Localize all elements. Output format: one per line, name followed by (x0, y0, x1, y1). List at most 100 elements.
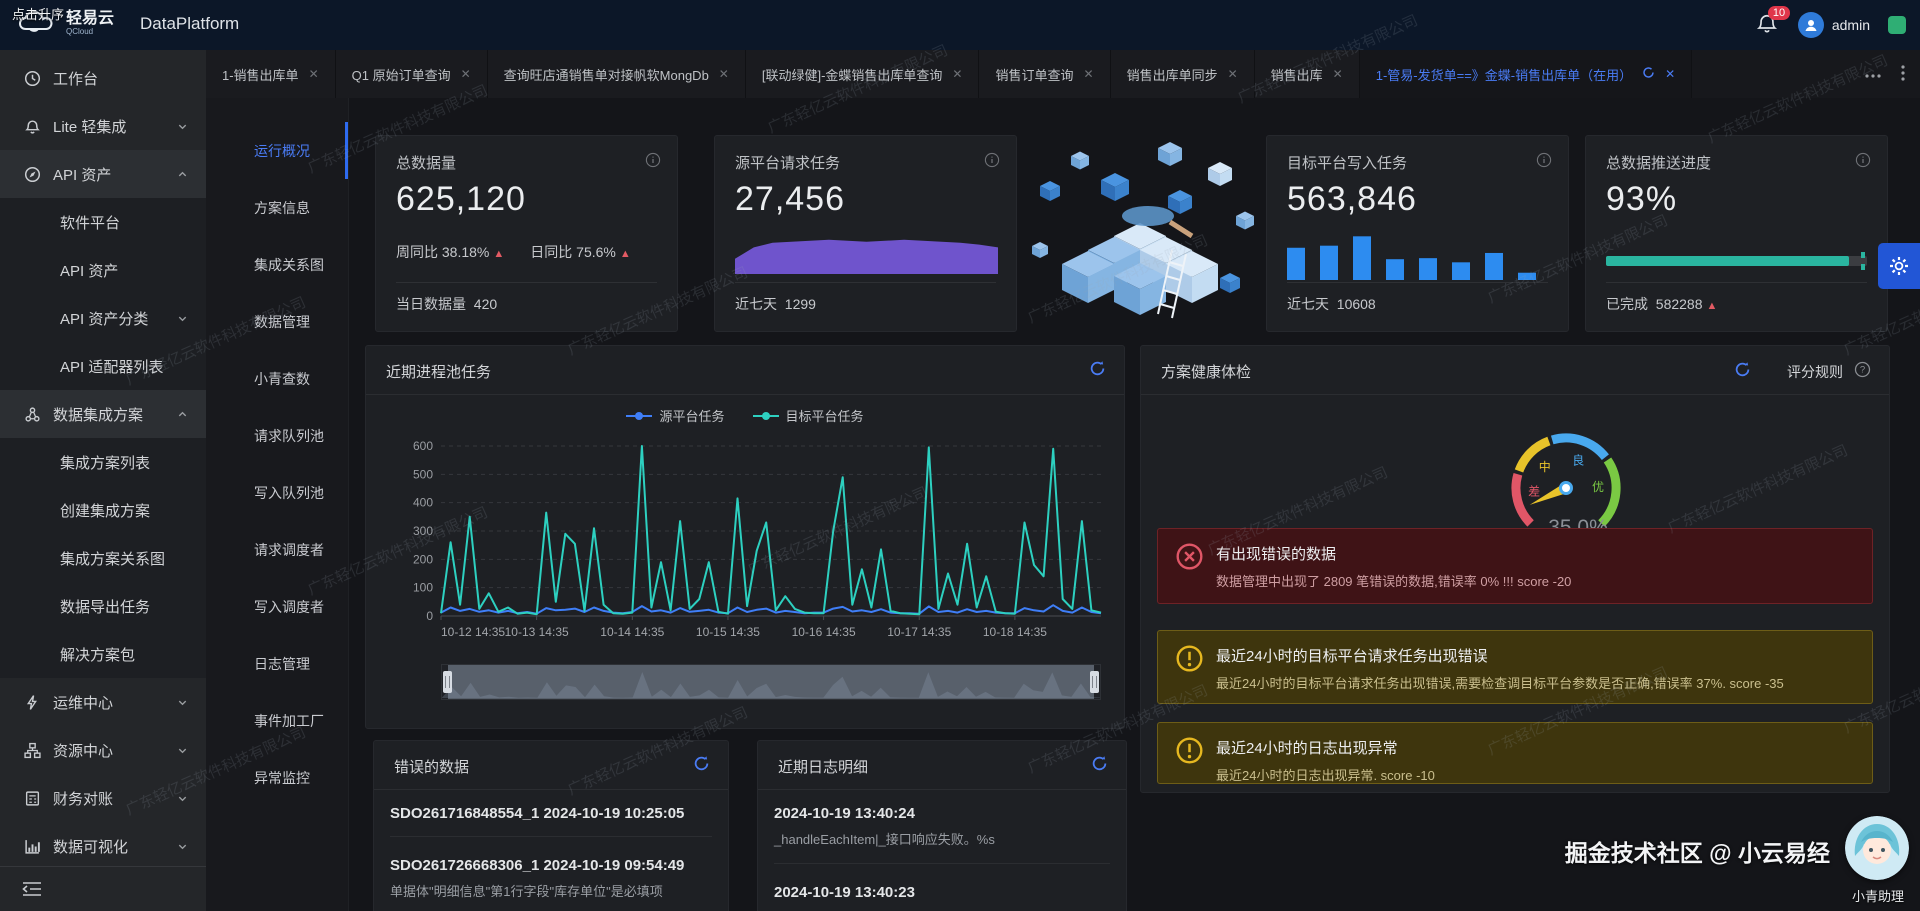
list-item[interactable]: SDO261726668306_1 2024-10-19 09:54:49 单据体… (390, 849, 712, 911)
info-icon[interactable] (1855, 152, 1871, 171)
cloud-logo-icon (18, 9, 58, 38)
list-item[interactable]: 2024-10-19 13:40:23_handleEachItem|_接口响应… (774, 876, 1110, 911)
alert-title: 最近24小时的目标平台请求任务出现错误 (1216, 648, 1488, 665)
refresh-icon[interactable] (693, 755, 710, 775)
submenu-item-7[interactable]: 请求调度者 (206, 521, 348, 578)
tab-close-icon[interactable]: ✕ (308, 67, 319, 81)
submenu-item-5[interactable]: 请求队列池 (206, 407, 348, 464)
legend-item[interactable]: 源平台任务 (626, 406, 725, 425)
chevron-down-icon (178, 748, 187, 753)
tab-item[interactable]: 1-管易-发货单==》金蝶-销售出库单（在用） ✕ (1359, 50, 1693, 98)
sidebar-item-11[interactable]: 数据导出任务 (0, 582, 206, 630)
tab-item[interactable]: 1-销售出库单 ✕ (206, 50, 336, 98)
info-icon[interactable] (984, 152, 1000, 171)
community-brand-text: 掘金技术社区 @ 小云易经 (1564, 840, 1830, 866)
sidebar-item-label: API 资产分类 (60, 310, 149, 328)
tab-refresh-icon[interactable] (1642, 66, 1655, 82)
tab-item[interactable]: Q1 原始订单查询 ✕ (335, 50, 488, 98)
tab-close-icon[interactable]: ✕ (1083, 67, 1094, 81)
submenu-item-11[interactable]: 异常监控 (206, 749, 348, 806)
chevron-down-icon (178, 844, 187, 849)
submenu-item-10[interactable]: 事件加工厂 (206, 692, 348, 749)
support-icon[interactable] (1888, 16, 1906, 34)
submenu-item-0[interactable]: 运行概况 (206, 122, 348, 179)
tab-close-icon[interactable]: ✕ (1227, 67, 1238, 81)
settings-button[interactable] (1878, 243, 1920, 289)
divider (735, 282, 996, 283)
sidebar-item-9[interactable]: 创建集成方案 (0, 486, 206, 534)
submenu-item-8[interactable]: 写入调度者 (206, 578, 348, 635)
app-logo[interactable]: 轻易云 QCloud DataPlatform (18, 9, 239, 38)
bell-icon (1756, 14, 1777, 33)
submenu-item-6[interactable]: 写入队列池 (206, 464, 348, 521)
submenu-item-9[interactable]: 日志管理 (206, 635, 348, 692)
tab-close-icon[interactable]: ✕ (1665, 67, 1676, 81)
submenu-item-label: 请求队列池 (254, 427, 324, 444)
submenu-item-3[interactable]: 数据管理 (206, 293, 348, 350)
tab-close-icon[interactable]: ✕ (460, 67, 471, 81)
refresh-icon[interactable] (1734, 361, 1751, 381)
submenu-item-label: 写入队列池 (254, 484, 324, 501)
svg-text:200: 200 (413, 552, 433, 566)
tab-item[interactable]: 销售订单查询 ✕ (979, 50, 1111, 98)
user-avatar (1797, 12, 1824, 38)
sidebar-item-16[interactable]: 数据可视化 (0, 822, 206, 870)
legend-item[interactable]: 目标平台任务 (752, 406, 864, 425)
scoring-rules-link[interactable]: 评分规则 (1787, 364, 1843, 380)
tab-bar: 1-销售出库单 ✕ Q1 原始订单查询 ✕ 查询旺店通销售单对接帆软MongDb ✕ [联动… (206, 50, 1920, 98)
sidebar-item-7[interactable]: 数据集成方案 (0, 390, 206, 438)
submenu-item-1[interactable]: 方案信息 (206, 179, 348, 236)
submenu-item-4[interactable]: 小青查数 (206, 350, 348, 407)
stat-card-3: 总数据推送进度 93% 已完成 582288 ▲ (1585, 135, 1888, 332)
sidebar-item-13[interactable]: 运维中心 (0, 678, 206, 726)
sidebar-item-3[interactable]: 软件平台 (0, 198, 206, 246)
refresh-icon[interactable] (1091, 755, 1108, 775)
sidebar-item-14[interactable]: 资源中心 (0, 726, 206, 774)
alert-desc: 数据管理中出现了 2809 笔错误的数据,错误率 0% !!! score -2… (1216, 574, 1572, 589)
sidebar-item-label: 数据导出任务 (60, 598, 151, 616)
sidebar-item-12[interactable]: 解决方案包 (0, 630, 206, 678)
user-menu[interactable]: admin (1797, 12, 1870, 38)
assistant-avatar[interactable] (1845, 816, 1909, 880)
sidebar-item-8[interactable]: 集成方案列表 (0, 438, 206, 486)
alert-desc: 最近24小时的日志出现异常. score -10 (1216, 768, 1435, 783)
stat-value: 27,456 (735, 180, 845, 218)
refresh-icon[interactable] (1089, 360, 1106, 380)
sidebar-item-6[interactable]: API 适配器列表 (0, 342, 206, 390)
info-icon[interactable] (645, 152, 661, 171)
submenu-item-2[interactable]: 集成关系图 (206, 236, 348, 293)
datazoom-selection[interactable] (448, 665, 1094, 699)
sidebar-item-5[interactable]: API 资产分类 (0, 294, 206, 342)
sidebar-item-10[interactable]: 集成方案关系图 (0, 534, 206, 582)
sidebar-item-2[interactable]: API 资产 (0, 150, 206, 198)
chevron-down-icon (178, 796, 187, 801)
sidebar-item-4[interactable]: API 资产 (0, 246, 206, 294)
list-item[interactable]: SDO261716848554_1 2024-10-19 10:25:05 (390, 797, 712, 837)
tab-item[interactable]: [联动绿健]-金蝶销售出库单查询 ✕ (745, 50, 980, 98)
alert-title: 最近24小时的日志出现异常 (1216, 740, 1398, 757)
sidebar-collapse-button[interactable] (0, 866, 206, 911)
help-icon[interactable]: ? (1854, 361, 1871, 381)
sidebar-item-1[interactable]: Lite 轻集成 (0, 102, 206, 150)
metric: 日同比 75.6% ▲ (530, 244, 631, 260)
info-icon[interactable] (1536, 152, 1552, 171)
datazoom-handle-right[interactable] (1090, 671, 1099, 693)
svg-text:0: 0 (426, 609, 433, 623)
tab-close-icon[interactable]: ✕ (718, 67, 729, 81)
tabs-more-button[interactable] (1864, 66, 1882, 82)
sidebar-item-0[interactable]: 工作台 (0, 54, 206, 102)
tabs-menu-button[interactable] (1900, 64, 1906, 85)
tab-item[interactable]: 查询旺店通销售单对接帆软MongDb ✕ (487, 50, 746, 98)
stat-card-0: 总数据量 625,120 周同比 38.18% ▲ 日同比 75.6% ▲ 当日数据量 42… (375, 135, 678, 332)
tab-close-icon[interactable]: ✕ (1332, 67, 1343, 81)
tab-item[interactable]: 销售出库单同步 ✕ (1110, 50, 1255, 98)
datazoom-handle-left[interactable] (443, 671, 452, 693)
tab-item[interactable]: 销售出库 ✕ (1254, 50, 1360, 98)
legend-label: 目标平台任务 (785, 409, 864, 424)
list-item[interactable]: 2024-10-19 13:40:24 _handleEachItem|_接口响应… (774, 797, 1110, 864)
sidebar-item-15[interactable]: 财务对账 (0, 774, 206, 822)
notifications-button[interactable]: 10 (1756, 6, 1791, 37)
tab-close-icon[interactable]: ✕ (952, 67, 963, 81)
datazoom-slider[interactable] (441, 664, 1101, 700)
svg-text:10-15 14:35: 10-15 14:35 (696, 625, 760, 639)
